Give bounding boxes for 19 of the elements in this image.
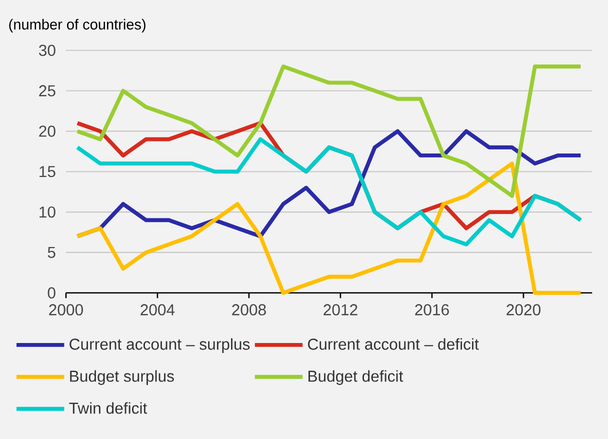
y-tick-label: 25 [39,85,56,96]
legend-label: Budget surplus [70,370,174,385]
legend-label: Budget deficit [308,370,404,385]
y-tick-label: 15 [40,166,56,177]
y-tick-label: 5 [48,246,56,258]
y-tick-label: 30 [38,44,56,56]
x-tick-label: 2008 [232,304,266,316]
x-tick-label: 2016 [415,304,449,316]
y-tick-label: 0 [48,287,56,298]
y-tick-label: 20 [39,125,56,137]
legend-label: Current account – deficit [308,338,479,350]
x-tick-label: 2012 [324,304,358,316]
legend-label: Current account – surplus [70,338,250,353]
x-tick-label: 2004 [140,304,175,316]
y-axis-title: (number of countries) [9,18,146,32]
legend-label: Twin deficit [69,402,148,414]
x-tick-label: 2000 [49,304,83,316]
y-tick-label: 10 [40,206,56,218]
x-tick-label: 2020 [506,304,540,316]
